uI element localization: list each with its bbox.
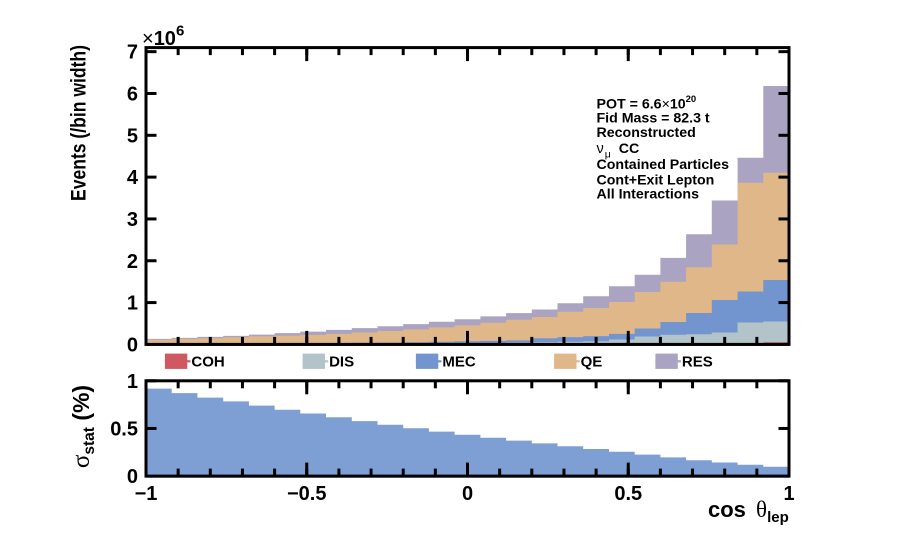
svg-text:QE: QE: [581, 354, 603, 371]
svg-text:0.5: 0.5: [110, 418, 138, 440]
svg-text:6: 6: [127, 83, 138, 105]
svg-text:−0.5: −0.5: [287, 483, 326, 505]
svg-text:DIS: DIS: [329, 354, 354, 371]
svg-text:1: 1: [127, 293, 138, 315]
svg-text:0.5: 0.5: [614, 483, 642, 505]
svg-text:1: 1: [783, 483, 794, 505]
svg-text:cos θlep: cos θlep: [708, 497, 789, 526]
svg-text:Fid Mass = 82.3 t: Fid Mass = 82.3 t: [597, 111, 710, 127]
svg-text:All Interactions: All Interactions: [597, 186, 700, 202]
svg-text:σstat (%): σstat (%): [68, 385, 98, 468]
svg-text:0: 0: [462, 483, 473, 505]
svg-text:0: 0: [127, 334, 138, 356]
svg-text:POT = 6.6×1020: POT = 6.6×1020: [597, 94, 697, 113]
svg-text:Reconstructed: Reconstructed: [597, 125, 696, 141]
svg-text:Events (/bin width): Events (/bin width): [68, 45, 91, 201]
svg-text:7: 7: [127, 42, 138, 64]
svg-text:4: 4: [127, 167, 139, 189]
svg-text:1: 1: [127, 371, 138, 393]
svg-text:RES: RES: [682, 354, 713, 371]
svg-text:3: 3: [127, 209, 138, 231]
svg-text:MEC: MEC: [442, 354, 476, 371]
svg-text:Contained Particles: Contained Particles: [597, 157, 730, 173]
svg-text:−1: −1: [135, 483, 158, 505]
svg-text:5: 5: [127, 125, 138, 147]
svg-text:Cont+Exit Lepton: Cont+Exit Lepton: [597, 173, 715, 189]
svg-text:COH: COH: [191, 354, 224, 371]
svg-text:2: 2: [127, 251, 138, 273]
svg-text:0: 0: [127, 466, 138, 488]
